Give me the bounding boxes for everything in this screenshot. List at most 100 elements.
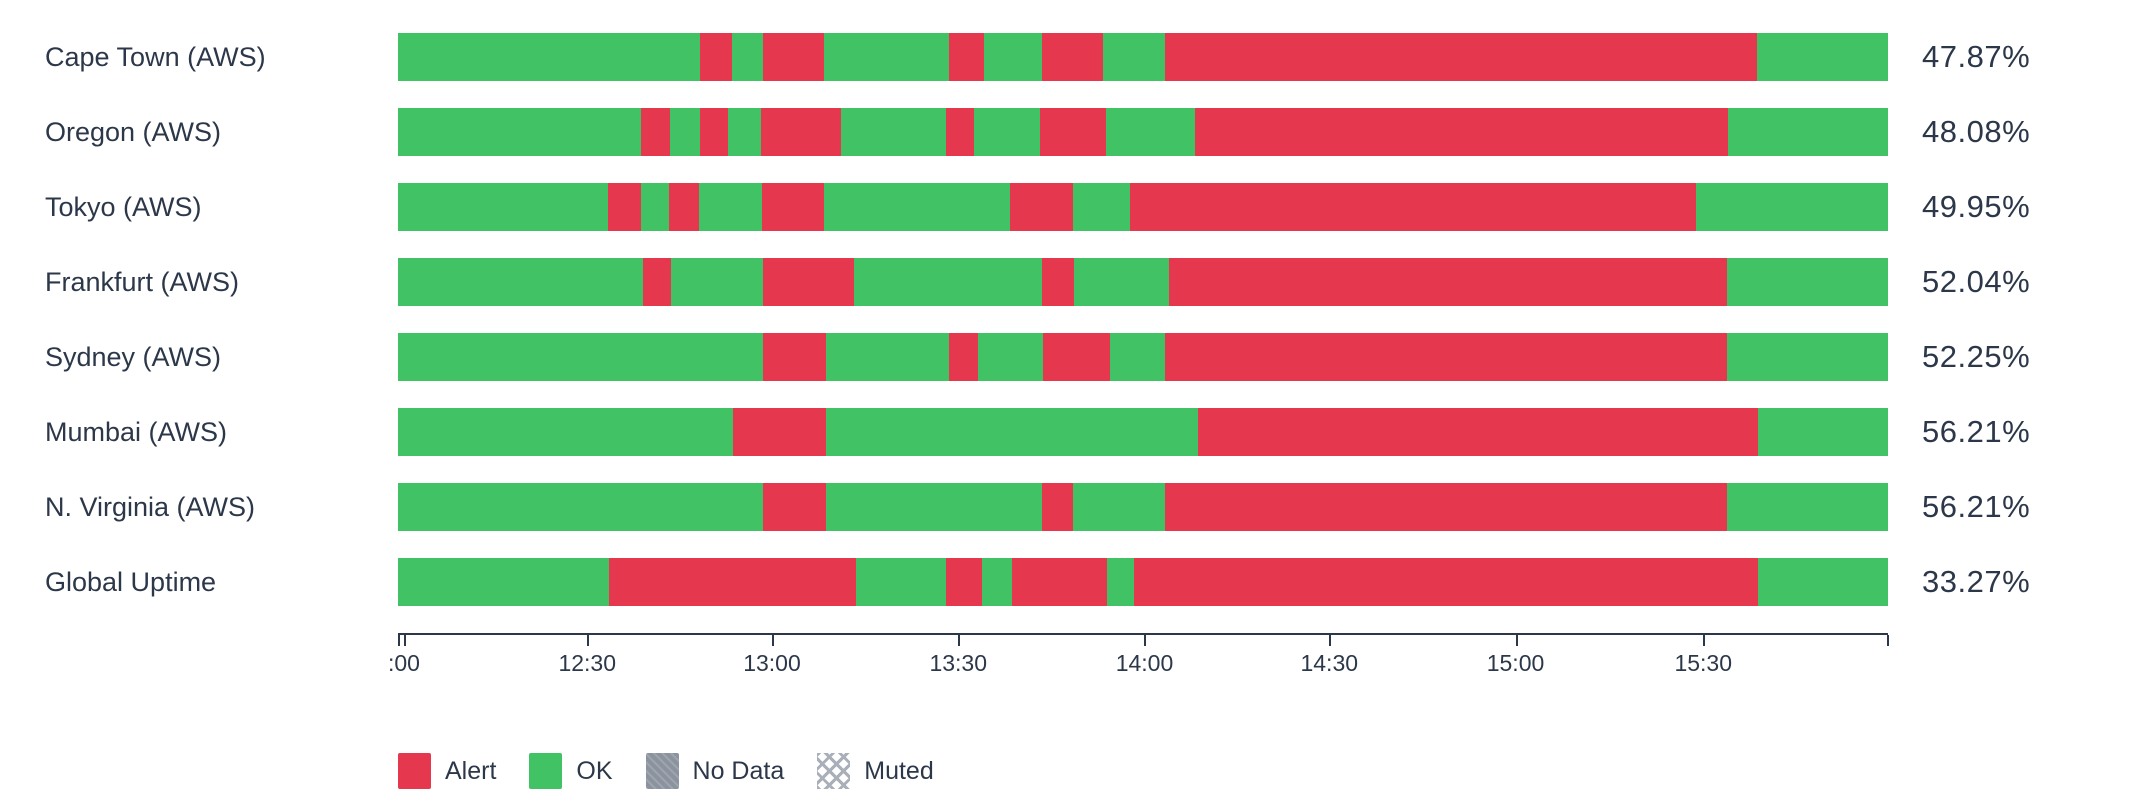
- segment-alert[interactable]: [1039, 108, 1106, 156]
- segment-alert[interactable]: [669, 183, 699, 231]
- segment-alert[interactable]: [1134, 558, 1759, 606]
- status-bar: [398, 108, 1888, 156]
- segment-ok[interactable]: [1072, 483, 1166, 531]
- segment-ok[interactable]: [1758, 558, 1888, 606]
- segment-ok[interactable]: [981, 558, 1012, 606]
- axis-tick: :00: [388, 635, 420, 676]
- segment-ok[interactable]: [825, 408, 1199, 456]
- muted-swatch-icon: [817, 753, 851, 789]
- segment-alert[interactable]: [763, 258, 855, 306]
- segment-alert[interactable]: [945, 108, 975, 156]
- segment-ok[interactable]: [824, 33, 950, 81]
- segment-ok[interactable]: [1695, 183, 1888, 231]
- segment-ok[interactable]: [841, 108, 946, 156]
- segment-alert[interactable]: [641, 108, 670, 156]
- segment-alert[interactable]: [763, 33, 825, 81]
- segment-ok[interactable]: [398, 408, 734, 456]
- segment-ok[interactable]: [398, 108, 642, 156]
- segment-ok[interactable]: [1072, 183, 1130, 231]
- axis-tick: 14:30: [1300, 635, 1358, 676]
- segment-alert[interactable]: [760, 108, 842, 156]
- segment-alert[interactable]: [733, 408, 826, 456]
- segment-ok[interactable]: [1728, 108, 1888, 156]
- legend-label: No Data: [692, 756, 785, 785]
- segment-alert[interactable]: [949, 333, 978, 381]
- segment-ok[interactable]: [1110, 333, 1166, 381]
- segment-ok[interactable]: [1107, 558, 1135, 606]
- segment-alert[interactable]: [1042, 258, 1074, 306]
- segment-alert[interactable]: [1165, 483, 1728, 531]
- segment-alert[interactable]: [949, 33, 984, 81]
- ok-swatch-icon: [529, 753, 563, 789]
- segment-alert[interactable]: [1165, 33, 1757, 81]
- axis-tick: 15:30: [1674, 635, 1732, 676]
- axis-tick: 12:30: [558, 635, 616, 676]
- segment-alert[interactable]: [700, 33, 732, 81]
- axis-tick-label: 13:00: [743, 650, 801, 676]
- segment-alert[interactable]: [608, 558, 857, 606]
- segment-ok[interactable]: [1073, 258, 1170, 306]
- segment-ok[interactable]: [398, 258, 643, 306]
- segment-ok[interactable]: [1756, 33, 1888, 81]
- segment-ok[interactable]: [1726, 258, 1888, 306]
- legend-item-ok[interactable]: OK: [529, 753, 613, 789]
- tick-mark: [771, 635, 774, 646]
- segment-alert[interactable]: [1011, 558, 1108, 606]
- segment-alert[interactable]: [1169, 258, 1727, 306]
- segment-ok[interactable]: [398, 483, 764, 531]
- segment-alert[interactable]: [945, 558, 982, 606]
- segment-ok[interactable]: [1758, 408, 1888, 456]
- segment-ok[interactable]: [698, 183, 762, 231]
- status-bar: [398, 333, 1888, 381]
- segment-ok[interactable]: [398, 333, 764, 381]
- nodata-swatch-icon: [645, 753, 679, 789]
- segment-ok[interactable]: [977, 333, 1044, 381]
- segment-ok[interactable]: [1727, 333, 1888, 381]
- tick-mark: [398, 635, 400, 646]
- tick-mark: [1886, 635, 1889, 646]
- legend-item-alert[interactable]: Alert: [398, 753, 496, 789]
- segment-ok[interactable]: [974, 108, 1040, 156]
- legend-item-nodata[interactable]: No Data: [645, 753, 785, 789]
- segment-alert[interactable]: [763, 333, 826, 381]
- segment-ok[interactable]: [824, 183, 1011, 231]
- segment-ok[interactable]: [398, 183, 609, 231]
- segment-ok[interactable]: [1102, 33, 1166, 81]
- segment-ok[interactable]: [825, 483, 1042, 531]
- segment-ok[interactable]: [640, 183, 670, 231]
- axis-tick-label: 15:00: [1486, 650, 1545, 676]
- segment-ok[interactable]: [398, 558, 609, 606]
- segment-ok[interactable]: [825, 333, 950, 381]
- segment-ok[interactable]: [1105, 108, 1196, 156]
- segment-ok[interactable]: [1727, 483, 1888, 531]
- segment-ok[interactable]: [670, 258, 764, 306]
- axis-tick: 13:30: [929, 635, 987, 676]
- segment-alert[interactable]: [1043, 333, 1111, 381]
- segment-alert[interactable]: [1041, 33, 1103, 81]
- segment-ok[interactable]: [854, 258, 1043, 306]
- segment-alert[interactable]: [1129, 183, 1696, 231]
- tick-mark: [1703, 635, 1706, 646]
- segment-alert[interactable]: [1198, 408, 1759, 456]
- segment-alert[interactable]: [761, 183, 825, 231]
- segment-alert[interactable]: [763, 483, 826, 531]
- table-row: Sydney (AWS) 52.25%: [0, 333, 2134, 381]
- segment-ok[interactable]: [398, 33, 701, 81]
- segment-alert[interactable]: [1041, 483, 1073, 531]
- segment-alert[interactable]: [608, 183, 641, 231]
- segment-ok[interactable]: [731, 33, 764, 81]
- row-label: Tokyo (AWS): [45, 191, 202, 222]
- segment-alert[interactable]: [642, 258, 671, 306]
- axis-tick: 13:00: [743, 635, 801, 676]
- segment-alert[interactable]: [1195, 108, 1729, 156]
- segment-ok[interactable]: [856, 558, 946, 606]
- segment-ok[interactable]: [727, 108, 761, 156]
- segment-alert[interactable]: [1010, 183, 1073, 231]
- status-bar: [398, 258, 1888, 306]
- legend-item-muted[interactable]: Muted: [817, 753, 934, 789]
- legend-label: Muted: [864, 756, 934, 785]
- segment-ok[interactable]: [983, 33, 1042, 81]
- segment-alert[interactable]: [699, 108, 728, 156]
- segment-alert[interactable]: [1165, 333, 1728, 381]
- segment-ok[interactable]: [669, 108, 700, 156]
